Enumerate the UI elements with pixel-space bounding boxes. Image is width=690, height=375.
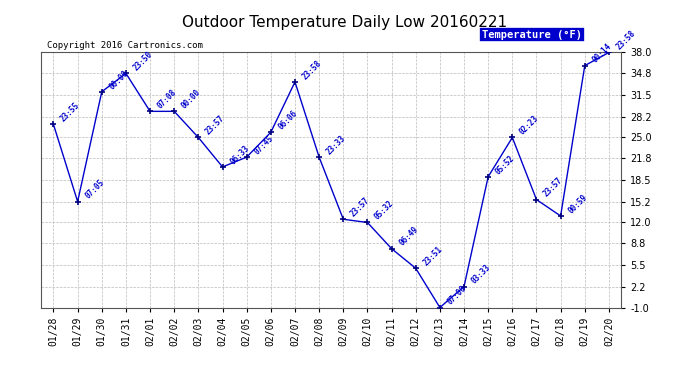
Text: 03:33: 03:33 bbox=[470, 263, 492, 286]
Text: 23:55: 23:55 bbox=[59, 101, 81, 124]
Text: 00:59: 00:59 bbox=[566, 192, 589, 215]
Text: 00:00: 00:00 bbox=[108, 68, 130, 91]
Text: 00:14: 00:14 bbox=[591, 42, 613, 65]
Text: 07:05: 07:05 bbox=[83, 178, 106, 201]
Text: 23:57: 23:57 bbox=[542, 176, 564, 199]
Text: 05:52: 05:52 bbox=[494, 153, 516, 176]
Text: 05:32: 05:32 bbox=[373, 199, 395, 222]
Text: 23:58: 23:58 bbox=[615, 29, 637, 52]
Text: 23:57: 23:57 bbox=[349, 196, 371, 219]
Text: 00:00: 00:00 bbox=[180, 88, 202, 111]
Text: 07:08: 07:08 bbox=[156, 88, 178, 111]
Text: 07:45: 07:45 bbox=[253, 134, 275, 156]
Text: 23:58: 23:58 bbox=[301, 58, 323, 81]
Text: Temperature (°F): Temperature (°F) bbox=[482, 30, 582, 40]
Text: 07:00: 07:00 bbox=[446, 284, 468, 307]
Text: 06:49: 06:49 bbox=[397, 225, 420, 248]
Text: 23:33: 23:33 bbox=[325, 134, 347, 156]
Text: 06:06: 06:06 bbox=[277, 109, 299, 132]
Text: 23:51: 23:51 bbox=[422, 245, 444, 267]
Text: Copyright 2016 Cartronics.com: Copyright 2016 Cartronics.com bbox=[47, 41, 203, 50]
Text: Outdoor Temperature Daily Low 20160221: Outdoor Temperature Daily Low 20160221 bbox=[182, 15, 508, 30]
Text: 23:57: 23:57 bbox=[204, 114, 226, 137]
Text: 06:33: 06:33 bbox=[228, 143, 250, 166]
Text: 23:50: 23:50 bbox=[132, 50, 154, 73]
Text: 02:23: 02:23 bbox=[518, 114, 540, 137]
